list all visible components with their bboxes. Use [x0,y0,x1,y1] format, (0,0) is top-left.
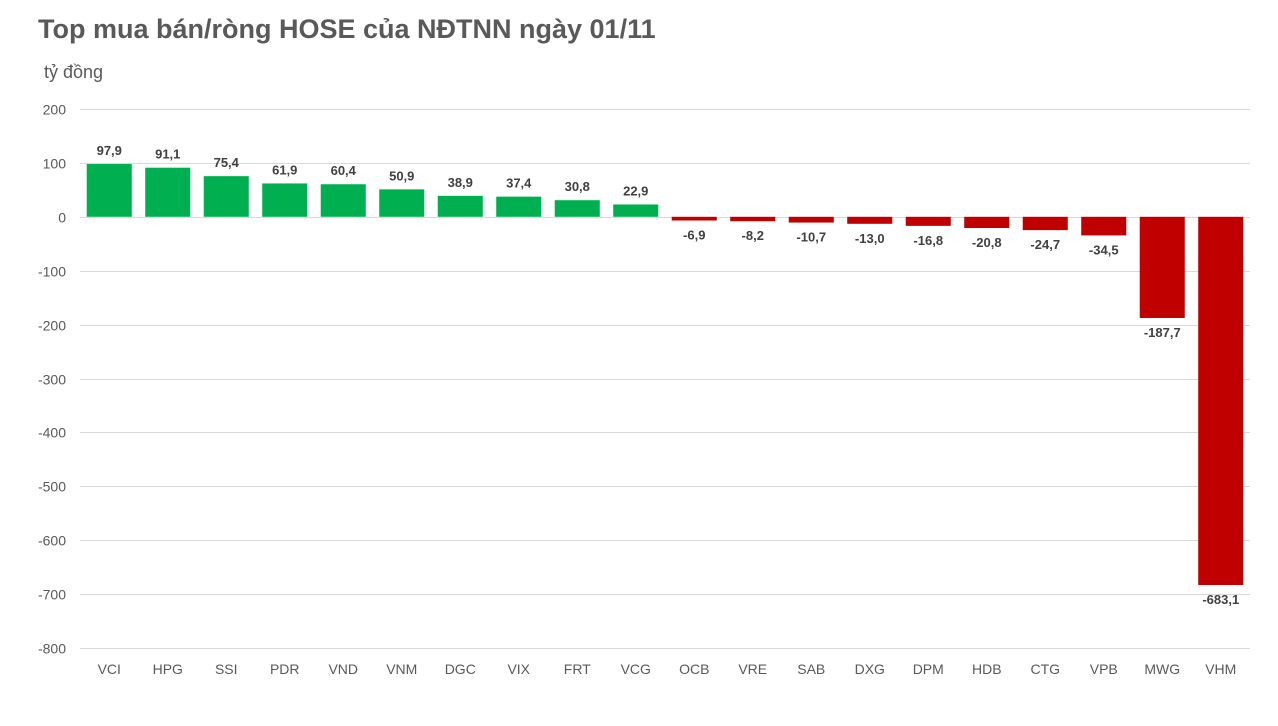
data-label: -34,5 [1089,242,1119,257]
data-label: -6,9 [683,228,705,243]
bar-vcg [613,204,659,217]
x-category-label: MWG [1144,661,1180,677]
bar-vpb [1081,216,1127,236]
bar-vre [730,216,776,222]
bar-vix [496,196,542,217]
data-label: -8,2 [742,228,764,243]
data-label: 97,9 [97,143,122,158]
y-axis-ticks: 200 100 0 -100 -200 -300 -400 -500 -600 -700 -800 [38,102,66,657]
x-category-label: OCB [679,661,709,677]
x-category-label: VIX [507,661,530,677]
y-tick-label: 100 [43,156,67,172]
bar-vhm [1198,216,1244,585]
y-tick-label: -800 [38,641,66,657]
x-axis-categories: VCI HPG SSI PDR VND VNM DGC VIX FRT VCG OCB VRE SAB D… [98,661,1237,677]
data-label: -10,7 [796,230,826,245]
data-label: 22,9 [623,183,648,198]
data-label: -683,1 [1202,592,1239,607]
x-category-label: FRT [564,661,591,677]
data-label: -187,7 [1144,325,1181,340]
y-tick-label: -100 [38,264,66,280]
y-tick-label: -700 [38,587,66,603]
x-category-label: DGC [445,661,476,677]
y-tick-label: -600 [38,533,66,549]
y-tick-label: -500 [38,479,66,495]
bar-dgc [437,195,483,217]
data-label: -20,8 [972,235,1002,250]
data-label: 50,9 [389,168,414,183]
bar-mwg [1139,216,1185,318]
bar-dxg [847,216,893,224]
data-labels: 97,9 91,1 75,4 61,9 60,4 50,9 38,9 37,4 30,8 22,9… [97,143,1240,607]
x-category-label: VHM [1205,661,1236,677]
y-tick-label: -400 [38,425,66,441]
x-category-label: VCI [98,661,121,677]
data-label: 91,1 [155,147,180,162]
bar-ocb [671,216,717,221]
bar-ctg [1022,216,1068,231]
data-label: 61,9 [272,162,297,177]
x-category-label: VRE [738,661,767,677]
x-category-label: DXG [855,661,885,677]
bar-dpm [905,216,951,226]
x-category-label: VPB [1090,661,1118,677]
x-category-label: SAB [797,661,825,677]
x-category-label: SSI [215,661,238,677]
x-category-label: VND [328,661,358,677]
y-tick-label: 200 [43,102,67,118]
data-label: 37,4 [506,176,532,191]
x-category-label: HDB [972,661,1002,677]
bar-pdr [262,183,308,217]
x-category-label: CTG [1030,661,1060,677]
y-tick-label: -300 [38,372,66,388]
bar-vnd [320,184,366,217]
data-label: 38,9 [448,175,473,190]
x-category-label: VNM [386,661,417,677]
y-tick-label: 0 [58,210,66,226]
bar-sab [788,216,834,223]
bar-vci [86,164,132,217]
y-tick-label: -200 [38,318,66,334]
data-label: -16,8 [913,233,943,248]
data-label: -13,0 [855,231,885,246]
bar-frt [554,200,600,217]
bar-vnm [379,189,425,217]
chart-title: Top mua bán/ròng HOSE của NĐTNN ngày 01/… [38,14,656,44]
data-label: 30,8 [565,179,590,194]
x-category-label: PDR [270,661,300,677]
bar-ssi [203,176,249,217]
y-axis-unit-label: tỷ đồng [44,62,104,82]
x-category-label: HPG [153,661,183,677]
bars [86,164,1244,585]
data-label: -24,7 [1030,237,1060,252]
x-category-label: DPM [913,661,944,677]
data-label: 75,4 [214,155,240,170]
gridlines [80,109,1250,649]
bar-hpg [145,167,191,217]
bar-hdb [964,216,1010,229]
x-category-label: VCG [621,661,651,677]
data-label: 60,4 [331,163,357,178]
